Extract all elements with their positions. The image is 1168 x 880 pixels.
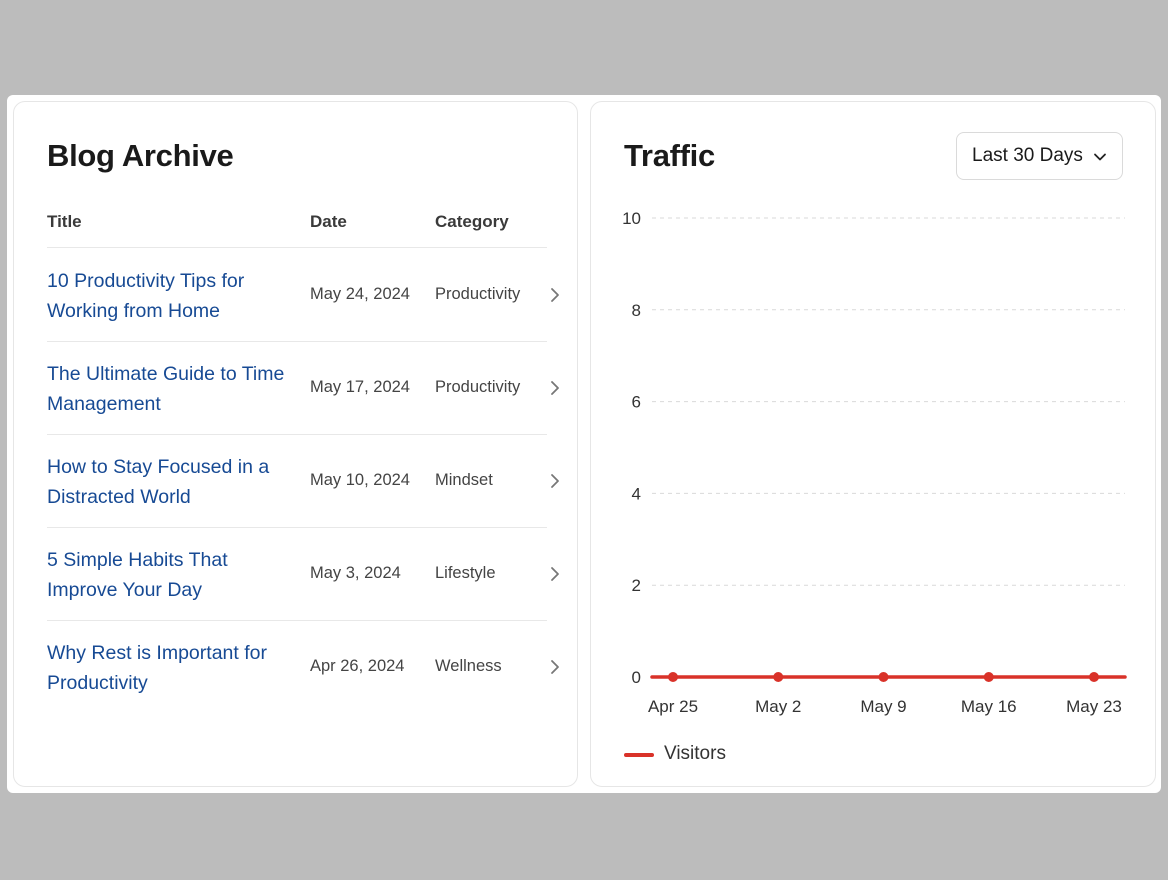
y-tick-label: 8	[632, 301, 641, 320]
post-category: Productivity	[435, 285, 521, 303]
post-category: Productivity	[435, 378, 521, 396]
y-tick-label: 2	[632, 576, 641, 595]
y-tick-label: 4	[632, 484, 641, 503]
chevron-right-icon[interactable]	[546, 378, 564, 398]
chevron-right-icon[interactable]	[546, 471, 564, 491]
post-date: May 24, 2024	[310, 285, 410, 303]
table-row[interactable]: 5 Simple Habits That Improve Your Day Ma…	[47, 528, 559, 621]
data-point	[983, 672, 994, 682]
post-category: Lifestyle	[435, 564, 496, 582]
chevron-right-icon[interactable]	[546, 285, 564, 305]
chevron-right-icon[interactable]	[546, 657, 564, 677]
column-header-category: Category	[435, 212, 509, 231]
table-row[interactable]: 10 Productivity Tips for Working from Ho…	[47, 249, 559, 342]
legend-label-visitors: Visitors	[664, 743, 726, 764]
post-title-link[interactable]: 5 Simple Habits That Improve Your Day	[47, 549, 228, 601]
x-tick-label: May 2	[755, 697, 801, 716]
y-tick-label: 10	[622, 209, 641, 228]
table-row[interactable]: The Ultimate Guide to Time Management Ma…	[47, 342, 559, 435]
blog-archive-title: Blog Archive	[47, 138, 234, 173]
table-header: Title Date Category	[47, 208, 547, 248]
legend-swatch-visitors	[624, 753, 654, 757]
table-row[interactable]: Why Rest is Important for Productivity A…	[47, 621, 559, 714]
column-header-title: Title	[47, 212, 82, 231]
data-point	[773, 672, 784, 682]
post-title-link[interactable]: How to Stay Focused in a Distracted Worl…	[47, 456, 270, 508]
chevron-right-icon[interactable]	[546, 564, 564, 584]
x-tick-label: May 23	[1066, 697, 1122, 716]
post-date: May 17, 2024	[310, 378, 410, 396]
y-tick-label: 0	[632, 668, 641, 687]
traffic-line-chart: 0 2 4 6 8 10 Apr 25 May 2 May 9 May 16 May 23	[622, 209, 1127, 716]
x-tick-label: May 16	[961, 697, 1017, 716]
x-tick-label: Apr 25	[648, 697, 698, 716]
table-row[interactable]: How to Stay Focused in a Distracted Worl…	[47, 435, 559, 528]
post-category: Mindset	[435, 471, 493, 489]
post-title-link[interactable]: The Ultimate Guide to Time Management	[47, 363, 285, 415]
x-tick-label: May 9	[860, 697, 906, 716]
dashboard-frame: Blog Archive Title Date Category 10 Prod…	[7, 95, 1161, 793]
post-category: Wellness	[435, 657, 502, 675]
post-title-link[interactable]: Why Rest is Important for Productivity	[47, 642, 267, 694]
data-point	[668, 672, 678, 682]
y-tick-label: 6	[632, 393, 641, 412]
traffic-card: Traffic Last 30 Days 0 2 4 6 8 10 Apr 25 May 2 M…	[590, 101, 1156, 787]
post-date: Apr 26, 2024	[310, 657, 405, 675]
data-point	[1089, 672, 1099, 682]
date-range-select[interactable]: Last 30 Days	[956, 132, 1123, 180]
data-point	[878, 672, 889, 682]
chevron-down-icon	[1094, 153, 1106, 161]
post-date: May 10, 2024	[310, 471, 410, 489]
traffic-title: Traffic	[624, 138, 715, 173]
post-date: May 3, 2024	[310, 564, 401, 582]
blog-archive-card: Blog Archive Title Date Category 10 Prod…	[13, 101, 578, 787]
date-range-selected: Last 30 Days	[972, 145, 1083, 166]
column-header-date: Date	[310, 212, 347, 231]
post-title-link[interactable]: 10 Productivity Tips for Working from Ho…	[47, 270, 245, 322]
